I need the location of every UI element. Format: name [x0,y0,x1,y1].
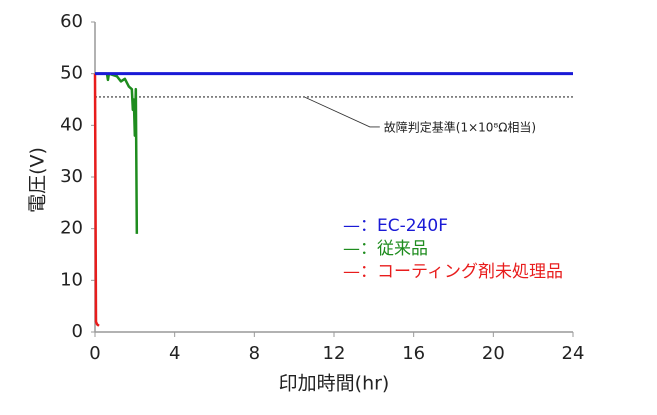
x-tick-label: 0 [89,343,100,364]
x-tick-label: 8 [249,343,260,364]
legend-marker: —： [343,216,377,236]
x-tick-label: 20 [482,343,505,364]
y-axis-label: 電圧(V) [27,147,49,213]
legend-label: EC-240F [377,216,448,236]
x-tick-label: 16 [402,343,425,364]
x-tick-label: 4 [169,343,180,364]
legend-label: 従来品 [377,239,428,259]
y-tick-label: 50 [60,63,83,84]
x-tick-label: 12 [323,343,346,364]
y-tick-label: 10 [60,269,83,290]
legend-marker: —： [343,239,377,259]
annotation: 故障判定基準(1×10⁸Ω相当) [384,119,536,134]
x-axis-label: 印加時間(hr) [279,373,390,395]
y-tick-label: 20 [60,218,83,239]
y-tick-label: 60 [60,11,83,32]
series-line [95,72,139,234]
y-tick-label: 30 [60,166,83,187]
series-line [93,73,100,327]
x-tick-label: 24 [562,343,585,364]
legend-marker: —： [343,262,377,282]
legend-entry: —：コーティング剤未処理品 [343,262,563,282]
legend-entry: —：EC-240F [343,216,448,236]
legend-entry: —：従来品 [343,239,428,259]
y-tick-label: 40 [60,114,83,135]
y-tick-label: 0 [72,321,83,342]
annotation-leader [303,96,380,128]
legend-label: コーティング剤未処理品 [377,262,563,282]
